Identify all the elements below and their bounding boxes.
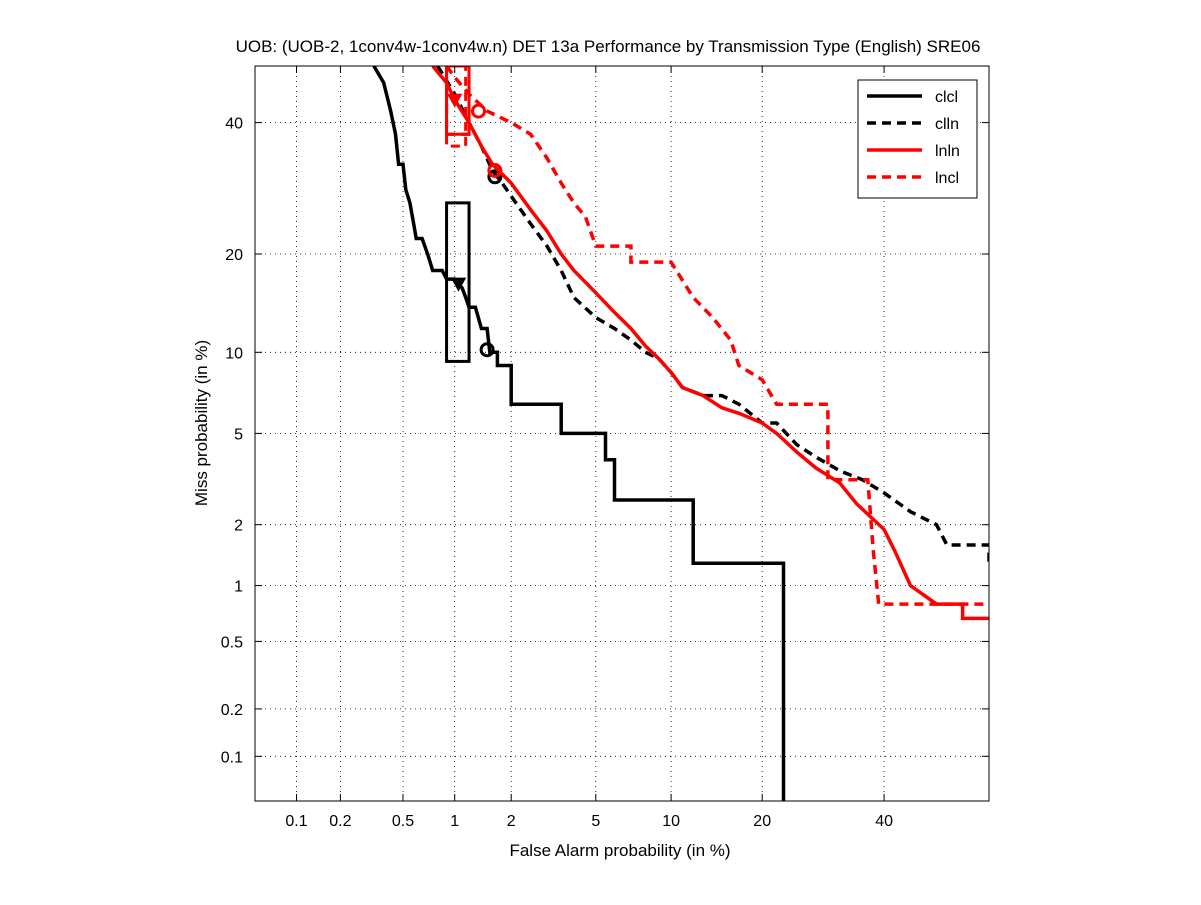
legend-label-clln: clln [935,116,959,133]
x-tick-label: 1 [450,813,459,830]
y-tick-label: 5 [234,426,243,443]
x-tick-label: 20 [753,813,771,830]
x-tick-label: 5 [591,813,600,830]
x-tick-label: 40 [875,813,893,830]
marker-triangle-clcl [450,277,467,292]
curve-clcl [372,66,786,801]
marker-circle-clcl [479,342,495,358]
y-tick-label: 1 [234,579,243,596]
curve-lnln [431,66,989,621]
series-lnln [431,66,989,621]
x-tick-label: 0.1 [285,813,307,830]
legend-label-clcl: clcl [935,89,958,106]
x-axis-label: False Alarm probability (in %) [509,841,730,860]
y-tick-label: 40 [225,116,243,133]
marker-circle-clln [487,169,503,185]
curve-lncl [445,66,989,606]
confidence-box-lncl [445,66,468,148]
x-tick-label: 10 [662,813,680,830]
series-clcl [372,66,786,801]
y-tick-label: 10 [225,345,243,362]
y-tick-label: 0.1 [221,749,243,766]
series-lncl [445,66,989,606]
marker-circle-lncl [471,103,486,119]
y-tick-label: 0.2 [221,702,243,719]
series-layer [372,66,989,801]
confidence-box-clcl [445,201,471,363]
chart-title: UOB: (UOB-2, 1conv4w-1conv4w.n) DET 13a … [236,37,981,56]
y-tick-label: 0.5 [221,634,243,651]
y-tick-label: 20 [225,247,243,264]
y-tick-label: 2 [234,518,243,535]
axis-ticks: 0.1 0.2 0.5 1 2 5 10 20 40 0.1 0.2 0.5 1 2 5 10 20 40 [221,66,989,830]
confidence-box-lnln [445,66,471,136]
x-tick-label: 2 [507,813,516,830]
marker-circle-lnln [487,163,503,178]
marker-triangle-lnln [447,93,463,108]
x-tick-label: 0.5 [392,813,414,830]
y-axis-label: Miss probability (in %) [192,340,211,506]
legend-label-lncl: lncl [935,170,959,187]
legend-label-lnln: lnln [935,143,960,160]
x-tick-label: 0.2 [329,813,351,830]
legend: clcl clln lnln lncl [857,79,978,199]
